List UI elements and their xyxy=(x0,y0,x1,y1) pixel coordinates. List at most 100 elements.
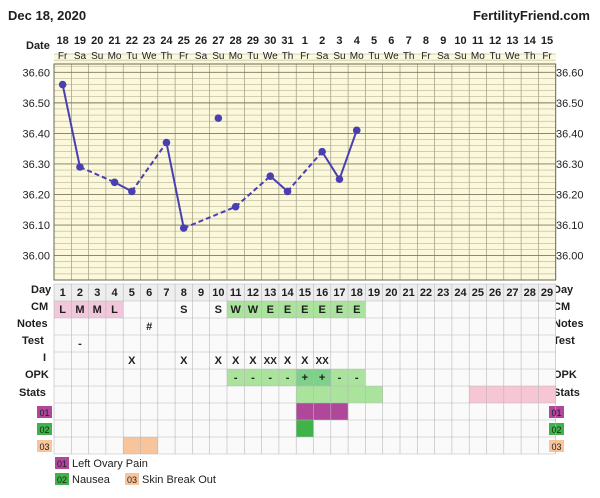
weekday-label: Sa xyxy=(195,51,208,62)
cycle-day-label: 4 xyxy=(111,287,118,299)
row-label-opk-left: OPK xyxy=(25,369,49,381)
opk-cell xyxy=(244,369,262,386)
weekday-label: Th xyxy=(161,51,173,62)
cm-value: M xyxy=(93,304,102,316)
opk-cell xyxy=(278,369,297,386)
legend-code: 02 xyxy=(57,475,67,485)
cycle-day-label: 3 xyxy=(94,287,100,299)
row-label-cm-right: CM xyxy=(553,301,570,313)
legend-label: Left Ovary Pain xyxy=(72,458,148,470)
weekday-label: Tu xyxy=(126,51,137,62)
intercourse-mark: X xyxy=(180,355,188,367)
date-label: 29 xyxy=(247,35,259,47)
cm-cell xyxy=(348,301,366,318)
date-label: 21 xyxy=(108,35,120,47)
cycle-day-label: 21 xyxy=(403,287,415,299)
cycle-day-label: 12 xyxy=(247,287,259,299)
opk-value: - xyxy=(268,372,272,384)
cycle-day-label: 6 xyxy=(146,287,152,299)
weekday-label: Th xyxy=(403,51,415,62)
temperature-point xyxy=(76,163,84,171)
cycle-day-label: 22 xyxy=(420,287,432,299)
legend-label: Skin Break Out xyxy=(142,474,216,486)
weekday-label: Su xyxy=(91,51,103,62)
temperature-point xyxy=(162,138,171,147)
temperature-segment xyxy=(165,142,185,229)
weekday-label: Tu xyxy=(368,51,379,62)
cm-cell xyxy=(296,301,314,318)
opk-cell xyxy=(227,369,245,386)
cm-cell xyxy=(105,301,124,318)
notes-value: # xyxy=(146,321,152,333)
cm-value: E xyxy=(301,304,308,316)
row-fills xyxy=(37,301,564,454)
intercourse-mark: X xyxy=(215,355,223,367)
temperature-point xyxy=(318,147,326,156)
row-label-test-left: Test xyxy=(22,335,44,347)
symptom-code-right: 01 xyxy=(551,408,561,418)
cm-cell xyxy=(227,301,245,318)
weekday-label: We xyxy=(142,51,157,62)
cm-value: L xyxy=(111,304,118,316)
chart-grid xyxy=(53,53,557,455)
symptom-badge-right xyxy=(549,423,564,435)
weekday-label: Fr xyxy=(421,51,431,62)
cm-value: L xyxy=(59,304,66,316)
cycle-day-label: 19 xyxy=(368,287,380,299)
date-label: 31 xyxy=(281,35,293,47)
row-label-opk-right: OPK xyxy=(553,369,577,381)
cm-value: S xyxy=(215,304,222,316)
site-name: FertilityFriend.com xyxy=(473,8,590,23)
cm-value: W xyxy=(248,304,259,316)
cycle-day-label: 20 xyxy=(385,287,397,299)
stats-fertile-window xyxy=(296,386,383,403)
cycle-day-label: 25 xyxy=(472,287,484,299)
temperature-segment xyxy=(321,151,341,180)
temperature-segment xyxy=(286,151,323,193)
stats-expected-period xyxy=(469,386,556,403)
temperature-segment xyxy=(338,130,358,180)
date-label: 30 xyxy=(264,35,276,47)
y-tick-label-left: 36.50 xyxy=(22,98,50,110)
y-tick-label-left: 36.40 xyxy=(22,128,50,140)
intercourse-mark: X xyxy=(249,355,257,367)
legend-swatch xyxy=(125,473,139,485)
temperature-point xyxy=(231,202,240,211)
y-tick-label-left: 36.20 xyxy=(22,189,50,201)
symptom-badge-right xyxy=(549,406,564,418)
weekday-label: Sa xyxy=(74,51,87,62)
symptom-code-right: 02 xyxy=(551,425,561,435)
intercourse-mark: X xyxy=(284,355,292,367)
y-tick-label-left: 36.00 xyxy=(22,251,50,263)
symptom-cell xyxy=(140,437,158,454)
cycle-day-label: 2 xyxy=(77,287,83,299)
symptom-badge-right xyxy=(549,440,564,452)
row-label-stats-right: Stats xyxy=(553,387,580,399)
cm-cell xyxy=(278,301,297,318)
cycle-day-label: 16 xyxy=(316,287,328,299)
cycle-day-label: 7 xyxy=(163,287,169,299)
symptom-code-left: 02 xyxy=(39,425,49,435)
y-tick-label-right: 36.10 xyxy=(556,220,584,232)
weekday-label: Mo xyxy=(350,51,364,62)
opk-cell xyxy=(296,369,314,386)
y-tick-label-right: 36.00 xyxy=(556,251,584,263)
temperature-point xyxy=(266,172,275,180)
weekday-label: Tu xyxy=(489,51,500,62)
test-value: - xyxy=(78,338,82,350)
weekday-label: Su xyxy=(212,51,224,62)
grid-border xyxy=(53,63,557,281)
temperature-segment xyxy=(79,166,115,184)
opk-cell xyxy=(313,369,331,386)
date-label: 27 xyxy=(212,35,224,47)
temperature-segment xyxy=(61,84,81,168)
intercourse-mark: XX xyxy=(264,356,278,367)
temperature-grid-background xyxy=(54,54,556,280)
symptom-code-right: 03 xyxy=(551,442,561,452)
date-label: 15 xyxy=(541,35,553,47)
opk-value: - xyxy=(251,372,255,384)
cycle-day-label: 10 xyxy=(212,287,224,299)
cycle-day-label: 28 xyxy=(524,287,536,299)
legend-swatch xyxy=(55,473,69,485)
